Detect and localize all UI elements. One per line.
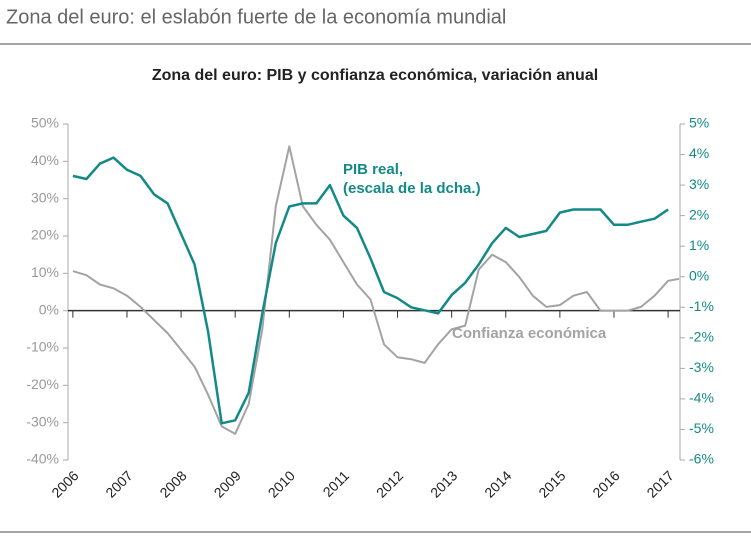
y2-tick-label: 1% bbox=[689, 237, 709, 253]
y2-tick-label: -3% bbox=[689, 359, 714, 375]
y2-tick-label: -5% bbox=[689, 420, 714, 436]
annotation: (escala de la dcha.) bbox=[343, 180, 481, 197]
y-tick-label: 50% bbox=[31, 115, 59, 131]
y-tick-label: 0% bbox=[39, 301, 59, 317]
y-tick-label: -20% bbox=[26, 376, 59, 392]
annotation: Confianza económica bbox=[452, 325, 607, 342]
y2-tick-label: 5% bbox=[689, 115, 709, 131]
y2-tick-label: -1% bbox=[689, 298, 714, 314]
x-tick-label: 2014 bbox=[481, 467, 514, 500]
x-tick-label: 2010 bbox=[265, 467, 298, 500]
x-tick-label: 2006 bbox=[48, 467, 81, 500]
y-tick-label: -40% bbox=[26, 451, 59, 467]
x-tick-label: 2016 bbox=[589, 467, 622, 500]
y-tick-label: -30% bbox=[26, 413, 59, 429]
y2-tick-label: -4% bbox=[689, 390, 714, 406]
series-line bbox=[72, 156, 669, 425]
x-tick-label: 2017 bbox=[643, 467, 676, 500]
x-tick-label: 2012 bbox=[373, 467, 406, 500]
y2-tick-label: -2% bbox=[689, 329, 714, 345]
y-tick-label: 30% bbox=[31, 189, 59, 205]
x-tick-label: 2008 bbox=[156, 467, 189, 500]
y2-tick-label: 3% bbox=[689, 176, 709, 192]
x-tick-label: 2011 bbox=[320, 467, 353, 500]
y-tick-label: 40% bbox=[31, 152, 59, 168]
x-tick-label: 2007 bbox=[102, 467, 135, 500]
chart-title: Zona del euro: PIB y confianza económica… bbox=[152, 67, 598, 84]
y2-tick-label: 2% bbox=[689, 206, 709, 222]
header: Zona del euro: el eslabón fuerte de la e… bbox=[6, 6, 506, 28]
y-tick-label: 10% bbox=[31, 264, 59, 280]
y2-tick-label: -6% bbox=[689, 451, 714, 467]
series-line bbox=[72, 145, 680, 435]
x-tick-label: 2009 bbox=[211, 467, 244, 500]
y2-tick-label: 4% bbox=[689, 145, 709, 161]
y2-tick-label: 0% bbox=[689, 267, 709, 283]
x-tick-label: 2013 bbox=[427, 467, 460, 500]
x-tick-label: 2015 bbox=[535, 467, 568, 500]
annotation: PIB real, bbox=[343, 161, 403, 178]
y-tick-label: -10% bbox=[26, 339, 59, 355]
y-tick-label: 20% bbox=[31, 227, 59, 243]
